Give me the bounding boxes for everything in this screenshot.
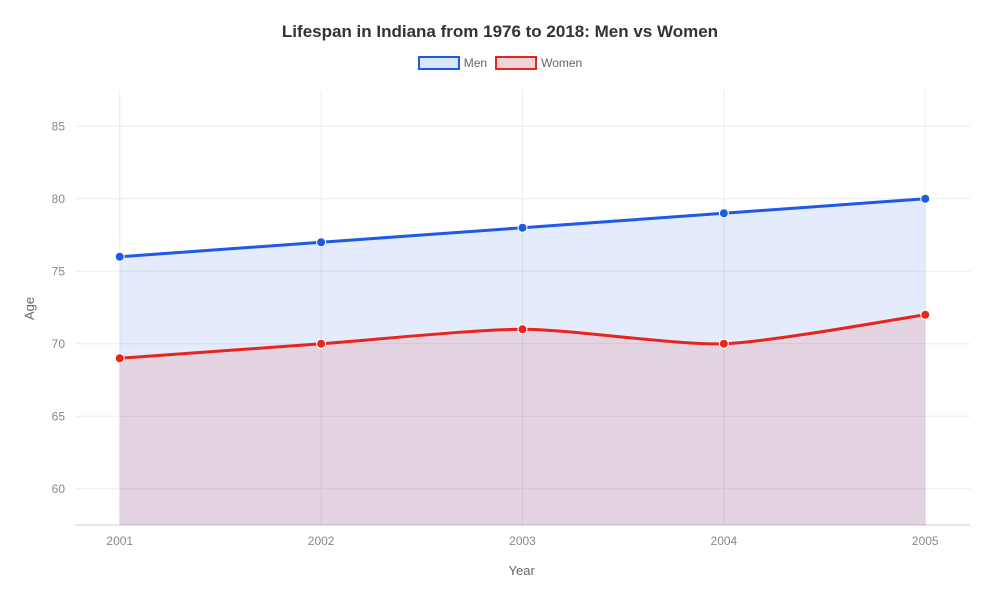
svg-text:80: 80 [52, 192, 66, 206]
point-men-4[interactable] [921, 194, 930, 203]
lifespan-chart: Lifespan in Indiana from 1976 to 2018: M… [0, 0, 1000, 600]
svg-text:60: 60 [52, 482, 66, 496]
point-men-2[interactable] [518, 223, 527, 232]
chart-svg: 60 65 70 75 80 85 2001 2002 2003 2004 2005 [0, 0, 1000, 600]
svg-text:2005: 2005 [912, 534, 939, 548]
point-women-1[interactable] [317, 339, 326, 348]
point-men-0[interactable] [115, 252, 124, 261]
svg-text:2001: 2001 [106, 534, 133, 548]
svg-text:2004: 2004 [711, 534, 738, 548]
svg-text:2003: 2003 [509, 534, 536, 548]
svg-text:2002: 2002 [308, 534, 335, 548]
svg-text:75: 75 [52, 264, 66, 278]
point-women-4[interactable] [921, 310, 930, 319]
point-women-2[interactable] [518, 325, 527, 334]
svg-text:65: 65 [52, 409, 66, 423]
svg-text:85: 85 [52, 119, 66, 133]
point-women-0[interactable] [115, 354, 124, 363]
point-men-1[interactable] [317, 238, 326, 247]
point-women-3[interactable] [719, 339, 728, 348]
point-men-3[interactable] [719, 209, 728, 218]
svg-text:70: 70 [52, 337, 66, 351]
